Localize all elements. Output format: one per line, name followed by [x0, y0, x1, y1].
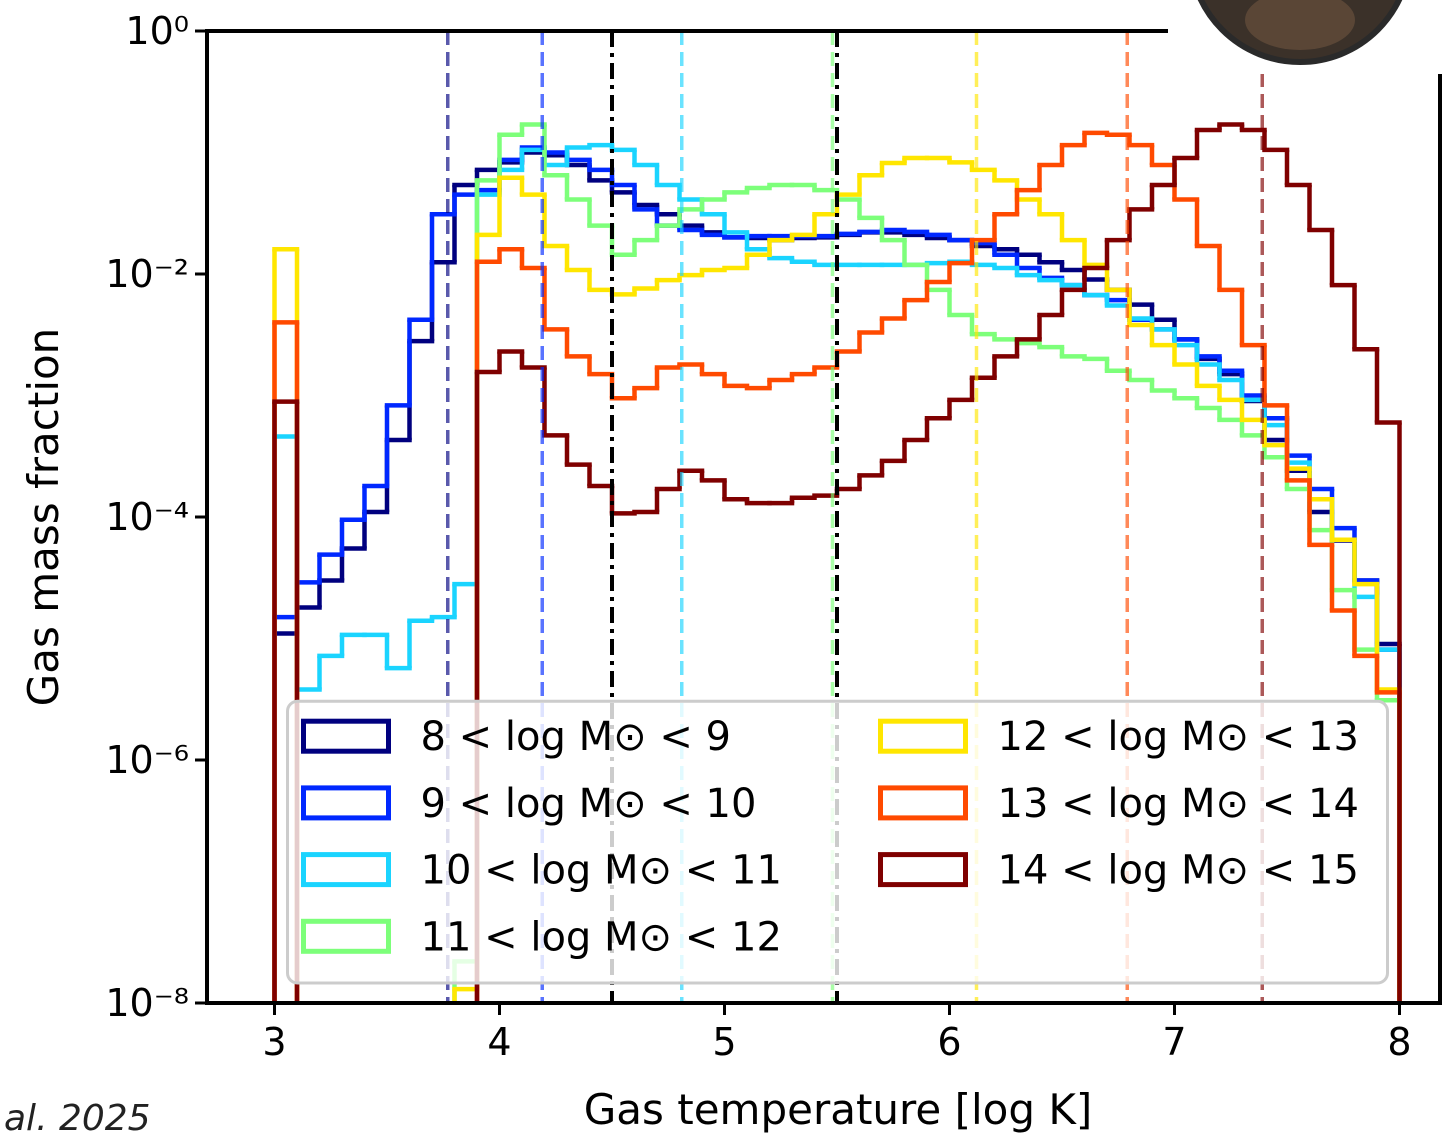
x-tick-label: 5 [712, 1020, 736, 1064]
x-tick-label: 7 [1162, 1020, 1186, 1064]
legend-label: 13 < log M⊙ < 14 [998, 781, 1359, 827]
legend-swatch [878, 718, 968, 754]
y-tick-label: 10⁻⁶ [105, 738, 189, 782]
y-axis-label: Gas mass fraction [19, 328, 68, 707]
legend-swatch [301, 852, 391, 888]
legend-label: 8 < log M⊙ < 9 [421, 714, 732, 760]
legend-swatch [301, 785, 391, 821]
overlay [1168, 0, 1456, 74]
y-tick-label: 10⁻⁸ [105, 981, 189, 1025]
legend-label: 14 < log M⊙ < 15 [998, 848, 1359, 894]
legend-label: 12 < log M⊙ < 13 [998, 714, 1359, 760]
legend-box [286, 699, 1389, 985]
legend-swatch [301, 718, 391, 754]
x-tick-label: 3 [262, 1020, 286, 1064]
x-tick-label: 4 [487, 1020, 511, 1064]
y-tick-label: 10⁻² [105, 252, 189, 296]
plot-area: 3 4 5 6 7 8 10⁰ 10⁻² 10⁻⁴ 10⁻⁶ 10⁻⁸ 8 < log M⊙ < 9 9… [105, 9, 1442, 1064]
x-tick-label: 8 [1387, 1020, 1411, 1064]
legend-label: 9 < log M⊙ < 10 [421, 781, 757, 827]
citation: al. 2025 [4, 1098, 151, 1139]
legend-swatch [878, 785, 968, 821]
legend-swatch [301, 918, 391, 954]
x-tick-label: 6 [937, 1020, 961, 1064]
legend-swatch [878, 852, 968, 888]
legend-label: 11 < log M⊙ < 12 [421, 914, 782, 960]
legend: 8 < log M⊙ < 9 9 < log M⊙ < 10 10 < log M⊙… [286, 699, 1389, 985]
y-tick-label: 10⁻⁴ [105, 495, 189, 539]
y-tick-label: 10⁰ [125, 9, 189, 53]
x-axis-label: Gas temperature [log K] [584, 1085, 1093, 1134]
speaker-photo-detail [1245, 0, 1355, 50]
legend-label: 10 < log M⊙ < 11 [421, 848, 782, 894]
